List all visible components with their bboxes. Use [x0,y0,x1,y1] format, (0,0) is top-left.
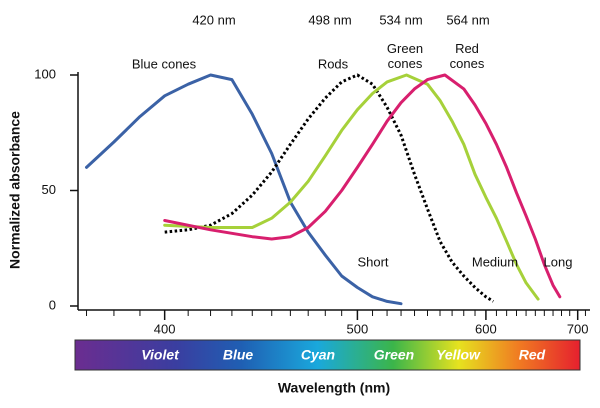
series-line [85,73,403,306]
curve-label: Short [357,254,389,270]
series-label: Green cones [386,41,424,71]
y-tick-label: 100 [34,66,56,81]
series-line [164,73,495,303]
peak-label: 534 nm [379,12,423,28]
y-tick-label: 0 [49,297,56,312]
series-label: Rods [317,56,349,72]
spectrum-label: Violet [141,346,179,363]
y-axis-label: Normalized absorbance [7,111,23,269]
curve-label: Medium [471,254,519,270]
curve-label: Long [543,254,573,270]
spectrum-label: Red [518,346,546,363]
series-line [163,73,562,299]
series-label: Red cones [449,41,485,71]
x-tick-label: 600 [475,321,497,336]
spectrum-label: Green [373,346,415,363]
peak-label: 498 nm [308,12,352,28]
x-tick-label: 700 [567,321,589,336]
spectrum-bar [74,339,581,371]
series-label: Blue cones [131,56,197,72]
series-line [163,73,540,301]
peak-label: 420 nm [192,12,236,28]
spectrum-label: Cyan [300,346,336,363]
y-tick-label: 50 [42,182,56,197]
spectrum-label: Blue [222,346,254,363]
x-tick-label: 400 [154,321,176,336]
spectrum-label: Yellow [436,346,480,363]
x-tick-label: 500 [347,321,369,336]
peak-label: 564 nm [446,12,490,28]
x-axis-label: Wavelength (nm) [278,380,390,396]
